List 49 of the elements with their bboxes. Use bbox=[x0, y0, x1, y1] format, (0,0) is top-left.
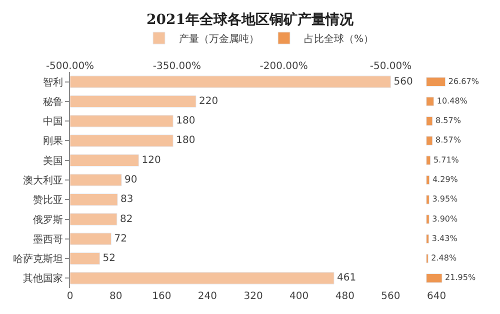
x-tick-label: 80 bbox=[109, 291, 122, 302]
x-tick-label: 0 bbox=[66, 291, 74, 302]
data-label: 3.95% bbox=[432, 194, 458, 204]
data-label: 8.57% bbox=[436, 116, 462, 126]
y-tick-label: 智利 bbox=[43, 76, 63, 88]
y-tick-label: 其他国家 bbox=[23, 272, 63, 285]
data-label: 21.95% bbox=[445, 273, 476, 282]
data-label: 72 bbox=[114, 233, 127, 244]
y-tick-label: 秘鲁 bbox=[43, 96, 63, 108]
y-tick-label: 墨西哥 bbox=[33, 234, 63, 246]
data-label: 560 bbox=[394, 76, 413, 88]
data-label: 90 bbox=[124, 174, 138, 186]
x-tick-label: 640 bbox=[427, 291, 446, 302]
y-tick-label: 中国 bbox=[43, 116, 63, 128]
data-label: 180 bbox=[176, 116, 196, 127]
data-label: 3.90% bbox=[432, 214, 458, 224]
data-label: 10.48% bbox=[436, 96, 468, 106]
y-tick-label: 俄罗斯 bbox=[33, 214, 63, 226]
data-label: 5.71% bbox=[433, 155, 460, 164]
x2-tick-label: -500.00% bbox=[46, 61, 94, 72]
x-tick-label: 320 bbox=[244, 291, 263, 302]
y-tick-label: 赞比亚 bbox=[33, 194, 63, 206]
x-tick-label: 160 bbox=[152, 291, 172, 302]
data-label: 120 bbox=[142, 154, 161, 166]
data-label: 26.67% bbox=[448, 76, 480, 86]
x-tick-label: 240 bbox=[198, 291, 217, 302]
data-label: 4.29% bbox=[432, 175, 458, 184]
x-tick-label: 560 bbox=[381, 291, 400, 302]
x-tick-label: 400 bbox=[290, 291, 309, 302]
data-label: 220 bbox=[199, 96, 218, 107]
y-tick-label: 刚果 bbox=[43, 136, 63, 148]
y-tick-label: 哈萨克斯坦 bbox=[13, 253, 63, 266]
legend-label: 产量（万金属吨） bbox=[179, 32, 259, 45]
x2-tick-label: -50.00% bbox=[370, 61, 412, 72]
data-label: 3.43% bbox=[432, 234, 458, 243]
legend-label: 占比全球（%） bbox=[304, 32, 374, 45]
data-label: 8.57% bbox=[436, 136, 462, 145]
data-label: 461 bbox=[337, 272, 356, 284]
y-tick-label: 美国 bbox=[43, 154, 63, 167]
x2-tick-label: -350.00% bbox=[152, 61, 201, 72]
y-tick-label: 澳大利亚 bbox=[23, 174, 63, 186]
x2-tick-label: -200.00% bbox=[260, 61, 308, 72]
data-label: 180 bbox=[176, 135, 196, 146]
data-label: 52 bbox=[102, 253, 116, 264]
data-label: 2.48% bbox=[431, 254, 457, 263]
data-label: 83 bbox=[120, 194, 134, 206]
data-label: 82 bbox=[120, 214, 133, 225]
x-tick-label: 480 bbox=[335, 291, 354, 302]
chart-title: 2021年全球各地区铜矿产量情况 bbox=[146, 10, 354, 28]
